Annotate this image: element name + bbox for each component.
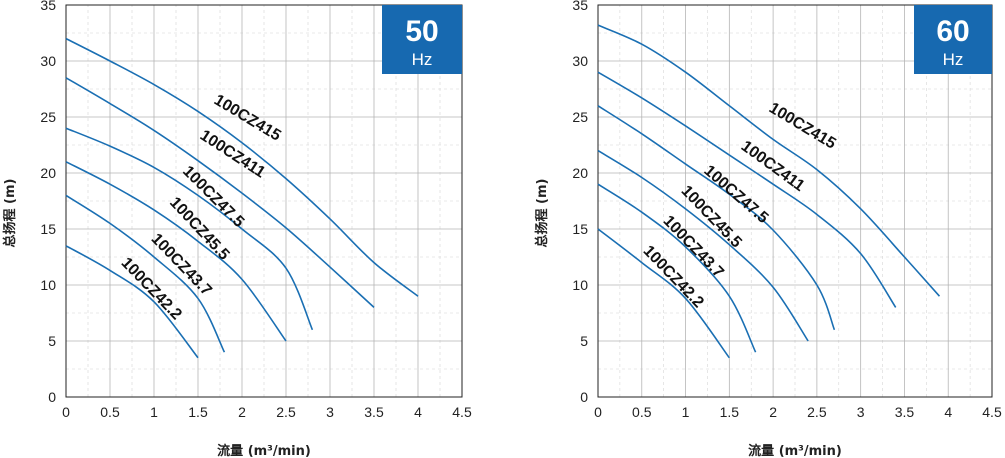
- series-curve-100CZ42.2: [597, 228, 730, 359]
- x-tick-label: 1.5: [188, 404, 208, 420]
- x-tick-label: 3: [326, 404, 334, 420]
- series-curve-100CZ411: [65, 77, 375, 308]
- x-tick-label: 3.5: [895, 404, 915, 420]
- y-tick-label: 5: [580, 333, 588, 349]
- frequency-value: 50: [405, 15, 438, 48]
- y-tick-label: 35: [572, 0, 588, 13]
- y-tick-label: 15: [40, 221, 56, 237]
- frequency-badge: 50 Hz: [382, 5, 462, 74]
- x-tick-label: 4.5: [982, 404, 1002, 420]
- grid: [598, 5, 992, 397]
- x-tick-label: 3: [857, 404, 865, 420]
- frequency-unit: Hz: [412, 50, 433, 69]
- x-tick-label: 0.5: [632, 404, 652, 420]
- plot-frame: [65, 4, 463, 398]
- series-curve-100CZ415: [597, 24, 941, 297]
- y-tick-label: 10: [572, 277, 588, 293]
- x-tick-label: 1: [150, 404, 158, 420]
- series-curve-100CZ45.5: [597, 149, 809, 342]
- series-label: 100CZ411: [738, 138, 808, 195]
- series-curve-100CZ47.5: [597, 105, 836, 331]
- y-tick-label: 20: [40, 165, 56, 181]
- x-tick-label: 3.5: [364, 404, 384, 420]
- x-tick-label: 0.5: [100, 404, 120, 420]
- x-tick-label: 2: [769, 404, 777, 420]
- y-tick-label: 15: [572, 221, 588, 237]
- x-tick-label: 1.5: [720, 404, 740, 420]
- x-tick-label: 2: [238, 404, 246, 420]
- x-tick-label: 2.5: [276, 404, 296, 420]
- x-axis-title: 流量 (m³/min): [217, 443, 311, 458]
- series-curves: [597, 24, 941, 359]
- frequency-badge-background: [914, 5, 992, 74]
- y-tick-label: 5: [48, 333, 56, 349]
- y-axis-title: 总扬程 (m): [2, 179, 18, 248]
- y-tick-label: 25: [572, 109, 588, 125]
- x-axis-title: 流量 (m³/min): [748, 443, 842, 458]
- frequency-badge-background: [382, 5, 462, 74]
- x-tick-label: 2.5: [807, 404, 827, 420]
- grid: [66, 5, 462, 397]
- x-tick-label: 4: [944, 404, 952, 420]
- x-tick-label: 0: [62, 404, 70, 420]
- y-tick-label: 30: [572, 53, 588, 69]
- series-curve-100CZ415: [65, 37, 419, 297]
- series-curve-100CZ45.5: [65, 161, 287, 342]
- frequency-value: 60: [936, 15, 969, 48]
- x-tick-label: 0: [594, 404, 602, 420]
- chart-panel-50hz: 0 0.5 1 1.5 2 2.5 3 3.5 4 4.5 0 5 10 15 20 25 30 35 流量 (m³…: [2, 0, 472, 458]
- y-tick-label: 35: [40, 0, 56, 13]
- y-tick-label: 30: [40, 53, 56, 69]
- series-curve-100CZ43.7: [597, 183, 757, 353]
- x-tick-label: 4.5: [452, 404, 472, 420]
- frequency-unit: Hz: [943, 50, 964, 69]
- y-axis-title: 总扬程 (m): [534, 179, 550, 248]
- y-tick-label: 10: [40, 277, 56, 293]
- y-tick-label: 0: [48, 389, 56, 405]
- series-curve-100CZ42.2: [65, 245, 199, 359]
- y-tick-label: 25: [40, 109, 56, 125]
- y-tick-label: 0: [580, 389, 588, 405]
- series-curve-100CZ43.7: [65, 194, 226, 353]
- series-curve-100CZ47.5: [65, 127, 314, 331]
- plot-frame: [597, 4, 993, 398]
- series-curve-100CZ411: [597, 71, 897, 308]
- chart-panel-60hz: 0 0.5 1 1.5 2 2.5 3 3.5 4 4.5 0 5 10 15 20 25 30 35 流量 (m³…: [534, 0, 1002, 458]
- frequency-badge: 60 Hz: [914, 5, 992, 74]
- y-tick-label: 20: [572, 165, 588, 181]
- x-tick-label: 4: [414, 404, 422, 420]
- series-curves: [65, 37, 419, 359]
- x-tick-label: 1: [682, 404, 690, 420]
